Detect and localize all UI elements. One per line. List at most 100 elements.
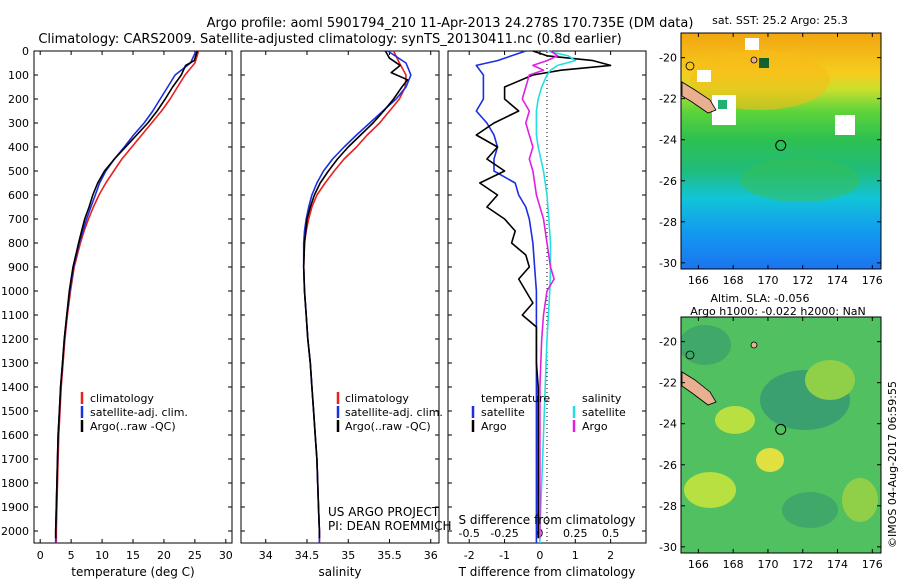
float-location-marker bbox=[775, 423, 787, 435]
x-tick-label: 1 bbox=[572, 549, 579, 562]
difference-depth-ticks bbox=[448, 50, 646, 532]
difference-legend: temperature satellite Argo salinity sate… bbox=[471, 392, 626, 433]
depth-tick-label: 1600 bbox=[1, 429, 29, 442]
lat-tick-label: -26 bbox=[659, 175, 677, 188]
depth-tick-label: 500 bbox=[8, 165, 29, 178]
island bbox=[750, 56, 758, 64]
sla-map-title2: Argo h1000: -0.022 h2000: NaN bbox=[690, 305, 866, 318]
lat-tick-label: -24 bbox=[659, 134, 677, 147]
depth-tick-label: 100 bbox=[8, 69, 29, 82]
land-mass bbox=[681, 81, 717, 114]
legend-argo-label: Argo(..raw -QC) bbox=[345, 420, 431, 433]
legend-t-satellite-label: satellite bbox=[481, 406, 525, 419]
sla-map: Altim. SLA: -0.056 Argo h1000: -0.022 h2… bbox=[659, 292, 883, 571]
lat-tick-label: -20 bbox=[659, 52, 677, 65]
salinity-depth-ticks bbox=[241, 50, 439, 532]
series-line-climatology bbox=[55, 50, 200, 543]
s-difference-xlabel: S difference from climatology bbox=[459, 513, 636, 527]
lon-tick-label: 170 bbox=[757, 274, 778, 287]
lon-tick-label: 170 bbox=[757, 558, 778, 571]
data-square bbox=[759, 58, 769, 68]
x-tick-label: 10 bbox=[95, 549, 109, 562]
sla-patch bbox=[756, 448, 784, 472]
temperature-x-axis: 0 5 10 15 20 25 30 bbox=[37, 51, 233, 562]
depth-tick-label: 1200 bbox=[1, 333, 29, 346]
x-tick-label: 2 bbox=[607, 549, 614, 562]
temperature-legend: climatology satellite-adj. clim. Argo(..… bbox=[80, 392, 188, 433]
data-square bbox=[718, 100, 727, 109]
header-line2: Climatology: CARS2009. Satellite-adjuste… bbox=[38, 32, 621, 47]
cloud-patch bbox=[745, 38, 759, 50]
legend-satellite-label: satellite-adj. clim. bbox=[90, 406, 188, 419]
lat-tick-label: -22 bbox=[659, 93, 677, 106]
x-tick-label: 20 bbox=[157, 549, 171, 562]
depth-tick-label: 1400 bbox=[1, 381, 29, 394]
depth-tick-label: 900 bbox=[8, 261, 29, 274]
x-tick-label: 34 bbox=[259, 549, 273, 562]
series-line-argo bbox=[54, 50, 199, 539]
depth-tick-label: 1300 bbox=[1, 357, 29, 370]
sla-map-frame bbox=[680, 316, 882, 554]
lon-tick-label: 168 bbox=[723, 558, 744, 571]
s-tick-label: -0.5 bbox=[458, 527, 479, 540]
legend-satellite-label: satellite-adj. clim. bbox=[345, 406, 443, 419]
lon-tick-label: 172 bbox=[792, 274, 813, 287]
x-tick-label: 35 bbox=[341, 549, 355, 562]
lat-tick-label: -22 bbox=[659, 377, 677, 390]
legend-climatology-label: climatology bbox=[345, 392, 409, 405]
depth-tick-label: 1000 bbox=[1, 285, 29, 298]
t-difference-xlabel: T difference from climatology bbox=[458, 565, 636, 579]
lon-tick-label: 172 bbox=[792, 558, 813, 571]
depth-tick-label: 1700 bbox=[1, 453, 29, 466]
difference-series bbox=[475, 50, 612, 543]
sla-map-title1: Altim. SLA: -0.056 bbox=[710, 292, 809, 305]
legend-climatology-label: climatology bbox=[90, 392, 154, 405]
depth-axis: 0 100 200 300 400 500 600 700 800 900 1000 1100 1200… bbox=[1, 45, 232, 538]
lon-tick-label: 168 bbox=[723, 274, 744, 287]
depth-tick-label: 1800 bbox=[1, 477, 29, 490]
temperature-xlabel: temperature (deg C) bbox=[71, 565, 194, 579]
cloud-patch bbox=[835, 115, 855, 135]
sst-map: sat. SST: 25.2 Argo: 25.3 166 168 170 172 17… bbox=[659, 14, 883, 287]
x-tick-label: 5 bbox=[68, 549, 75, 562]
salinity-xlabel: salinity bbox=[318, 565, 361, 579]
lon-tick-label: 176 bbox=[862, 274, 883, 287]
s-tick-label: 0.5 bbox=[602, 527, 620, 540]
sst-map-axes: 166 168 170 172 174 176 -20 -22 -24 -26 -28 -30 bbox=[659, 33, 883, 287]
x-tick-label: 0 bbox=[536, 549, 543, 562]
legend-temperature-title: temperature bbox=[481, 392, 550, 405]
depth-tick-label: 0 bbox=[22, 45, 29, 58]
x-tick-label: 34.5 bbox=[295, 549, 320, 562]
project-line2: PI: DEAN ROEMMICH bbox=[328, 519, 451, 533]
series-line-argo bbox=[302, 50, 409, 539]
salinity-x-axis: 34 34.5 35 35.5 36 bbox=[259, 51, 438, 562]
temperature-panel: 0100200300400500600700800900100011001200… bbox=[1, 45, 233, 579]
salinity-panel: 34 34.5 35 35.5 36 salinity climatology sate… bbox=[240, 50, 451, 579]
salinity-plot-frame bbox=[240, 50, 440, 544]
sla-patch bbox=[842, 478, 878, 522]
series-line-satellite-adj-clim bbox=[54, 50, 197, 543]
lat-tick-label: -28 bbox=[659, 216, 677, 229]
lat-tick-label: -20 bbox=[659, 336, 677, 349]
s-tick-label: 0.25 bbox=[563, 527, 588, 540]
temperature-series bbox=[54, 50, 200, 543]
x-tick-label: -2 bbox=[464, 549, 475, 562]
land-mass bbox=[681, 371, 717, 406]
x-tick-label: 30 bbox=[219, 549, 233, 562]
depth-tick-label: 700 bbox=[8, 213, 29, 226]
sst-green-patch bbox=[740, 158, 860, 202]
legend-s-satellite-label: satellite bbox=[582, 406, 626, 419]
depth-tick-label: 1100 bbox=[1, 309, 29, 322]
project-line1: US ARGO PROJECT bbox=[328, 505, 440, 519]
x-tick-label: 35.5 bbox=[377, 549, 402, 562]
legend-s-argo-label: Argo bbox=[582, 420, 608, 433]
salinity-series bbox=[302, 50, 412, 543]
sla-patch bbox=[715, 406, 755, 434]
depth-tick-label: 200 bbox=[8, 93, 29, 106]
lon-tick-label: 174 bbox=[827, 274, 848, 287]
depth-tick-label: 300 bbox=[8, 117, 29, 130]
series-line-temperature-argo bbox=[475, 50, 612, 539]
float-location-marker bbox=[775, 139, 787, 151]
lat-tick-label: -24 bbox=[659, 418, 677, 431]
sla-map-axes: 166 168 170 172 174 176 -20 -22 -24 -26 -28 -30 bbox=[659, 317, 883, 571]
